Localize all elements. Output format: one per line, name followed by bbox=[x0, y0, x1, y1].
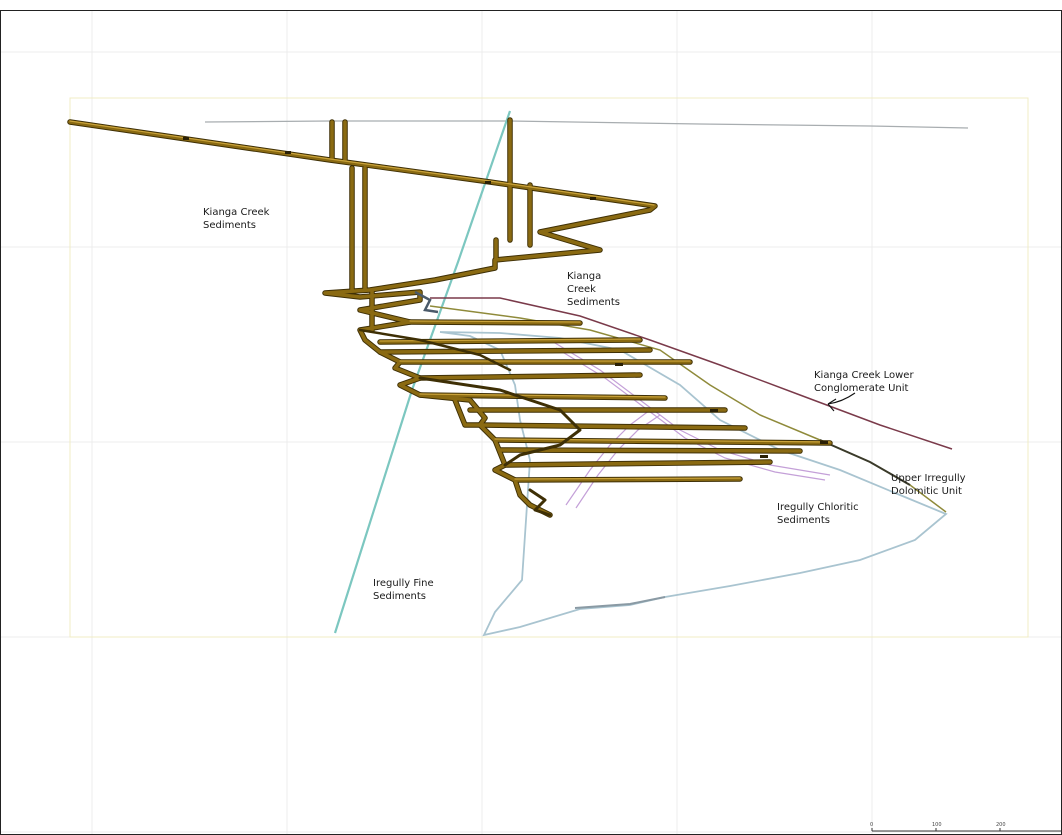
dark-contact-segment bbox=[819, 439, 911, 486]
section-frame bbox=[69, 97, 1029, 638]
label-iregully-chloritic-sediments: Iregully Chloritic Sediments bbox=[777, 502, 859, 526]
label-iregully-fine-sediments: Iregully Fine Sediments bbox=[373, 578, 434, 602]
grey-fragment bbox=[414, 290, 439, 314]
label-kianga-creek-sediments-left: Kianga Creek Sediments bbox=[203, 207, 270, 231]
label-upper-irregully-dolomitic: Upper Irregully Dolomitic Unit bbox=[891, 473, 966, 497]
annotation-arrow bbox=[827, 392, 856, 412]
label-kianga-creek-sediments-center: Kianga Creek Sediments bbox=[567, 271, 620, 308]
scale-bar bbox=[871, 828, 1062, 832]
label-kianga-creek-lower-conglomerate: Kianga Creek Lower Conglomerate Unit bbox=[814, 370, 914, 394]
scale-tick-0: 0 bbox=[870, 822, 874, 828]
decline-markers bbox=[183, 137, 828, 458]
scale-tick-100: 100 bbox=[932, 822, 942, 828]
cyan-fault-line bbox=[333, 110, 512, 634]
scale-tick-200: 200 bbox=[996, 822, 1006, 828]
maroon-contact-line bbox=[430, 297, 953, 450]
surface-topography-line bbox=[204, 120, 969, 129]
decline-workings bbox=[67, 117, 833, 518]
grey-contact-lower bbox=[574, 596, 666, 609]
